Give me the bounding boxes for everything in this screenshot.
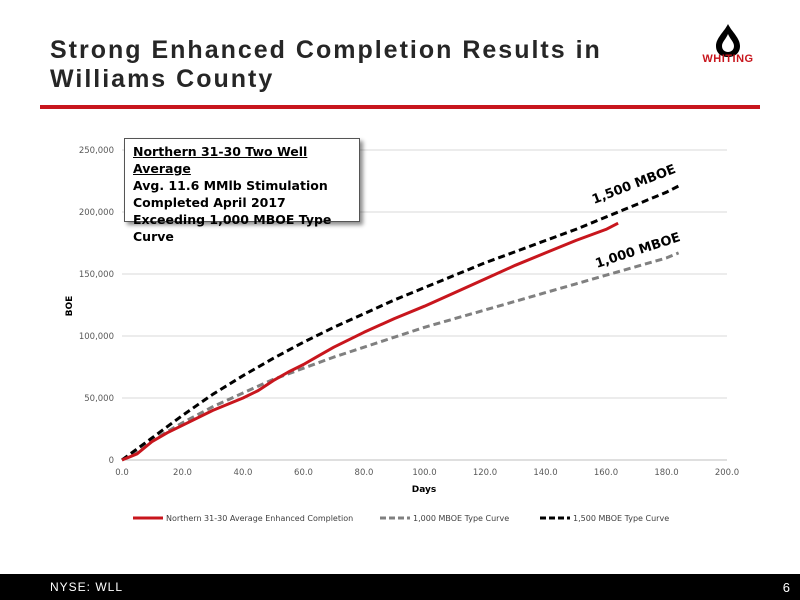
x-tick-label: 180.0 bbox=[654, 468, 678, 478]
annotation-1500-mboe: 1,500 MBOE bbox=[590, 162, 678, 208]
logo-text: WHITING bbox=[702, 53, 754, 65]
x-tick-label: 160.0 bbox=[594, 468, 618, 478]
legend-label: 1,000 MBOE Type Curve bbox=[413, 514, 509, 523]
grid-lines bbox=[122, 149, 727, 461]
slide-title: Strong Enhanced Completion Results in Wi… bbox=[50, 36, 650, 94]
x-tick-label: 200.0 bbox=[715, 468, 739, 478]
series-line bbox=[121, 184, 680, 462]
y-axis-label: BOE bbox=[65, 296, 75, 317]
x-tick-label: 20.0 bbox=[173, 468, 192, 478]
title-divider bbox=[40, 105, 760, 109]
footer-bar: NYSE: WLL 6 bbox=[0, 574, 800, 600]
ticker-label: NYSE: WLL bbox=[50, 580, 124, 594]
y-axis-ticks: 0 50,000 100,000 150,000 200,000 250,000 bbox=[79, 146, 114, 466]
callout-line-3: Completed April 2017 bbox=[133, 195, 286, 210]
y-tick-label: 250,000 bbox=[79, 146, 114, 156]
company-logo: WHITING bbox=[692, 22, 764, 70]
x-axis-label: Days bbox=[412, 485, 437, 495]
title-line-1: Strong Enhanced Completion Results in bbox=[50, 36, 602, 64]
x-tick-label: 0.0 bbox=[115, 468, 129, 478]
y-tick-label: 150,000 bbox=[79, 270, 114, 280]
chart-legend: Northern 31-30 Average Enhanced Completi… bbox=[133, 514, 669, 523]
title-line-2: Williams County bbox=[50, 65, 275, 93]
x-axis-ticks: 0.0 20.0 40.0 60.0 80.0 100.0 120.0 140.0 160.0 1… bbox=[115, 468, 739, 478]
x-tick-label: 140.0 bbox=[533, 468, 557, 478]
legend-label: 1,500 MBOE Type Curve bbox=[573, 514, 669, 523]
series-lines bbox=[121, 184, 680, 462]
well-info-callout: Northern 31-30 Two Well Average Avg. 11.… bbox=[124, 138, 360, 244]
callout-line-2: Avg. 11.6 MMlb Stimulation bbox=[133, 178, 328, 193]
x-tick-label: 40.0 bbox=[234, 468, 253, 478]
drop-icon bbox=[716, 24, 740, 57]
y-tick-label: 50,000 bbox=[84, 394, 114, 404]
y-tick-label: 0 bbox=[109, 456, 114, 466]
y-tick-label: 100,000 bbox=[79, 332, 114, 342]
x-tick-label: 80.0 bbox=[355, 468, 374, 478]
y-tick-label: 200,000 bbox=[79, 208, 114, 218]
x-tick-label: 120.0 bbox=[473, 468, 497, 478]
page-number: 6 bbox=[782, 580, 790, 595]
series-line bbox=[121, 221, 619, 462]
x-tick-label: 100.0 bbox=[412, 468, 436, 478]
callout-line-1: Northern 31-30 Two Well Average bbox=[133, 144, 308, 176]
series-line bbox=[121, 251, 680, 462]
callout-line-4: Exceeding 1,000 MBOE Type Curve bbox=[133, 212, 332, 244]
legend-label: Northern 31-30 Average Enhanced Completi… bbox=[166, 514, 353, 523]
x-tick-label: 60.0 bbox=[294, 468, 313, 478]
